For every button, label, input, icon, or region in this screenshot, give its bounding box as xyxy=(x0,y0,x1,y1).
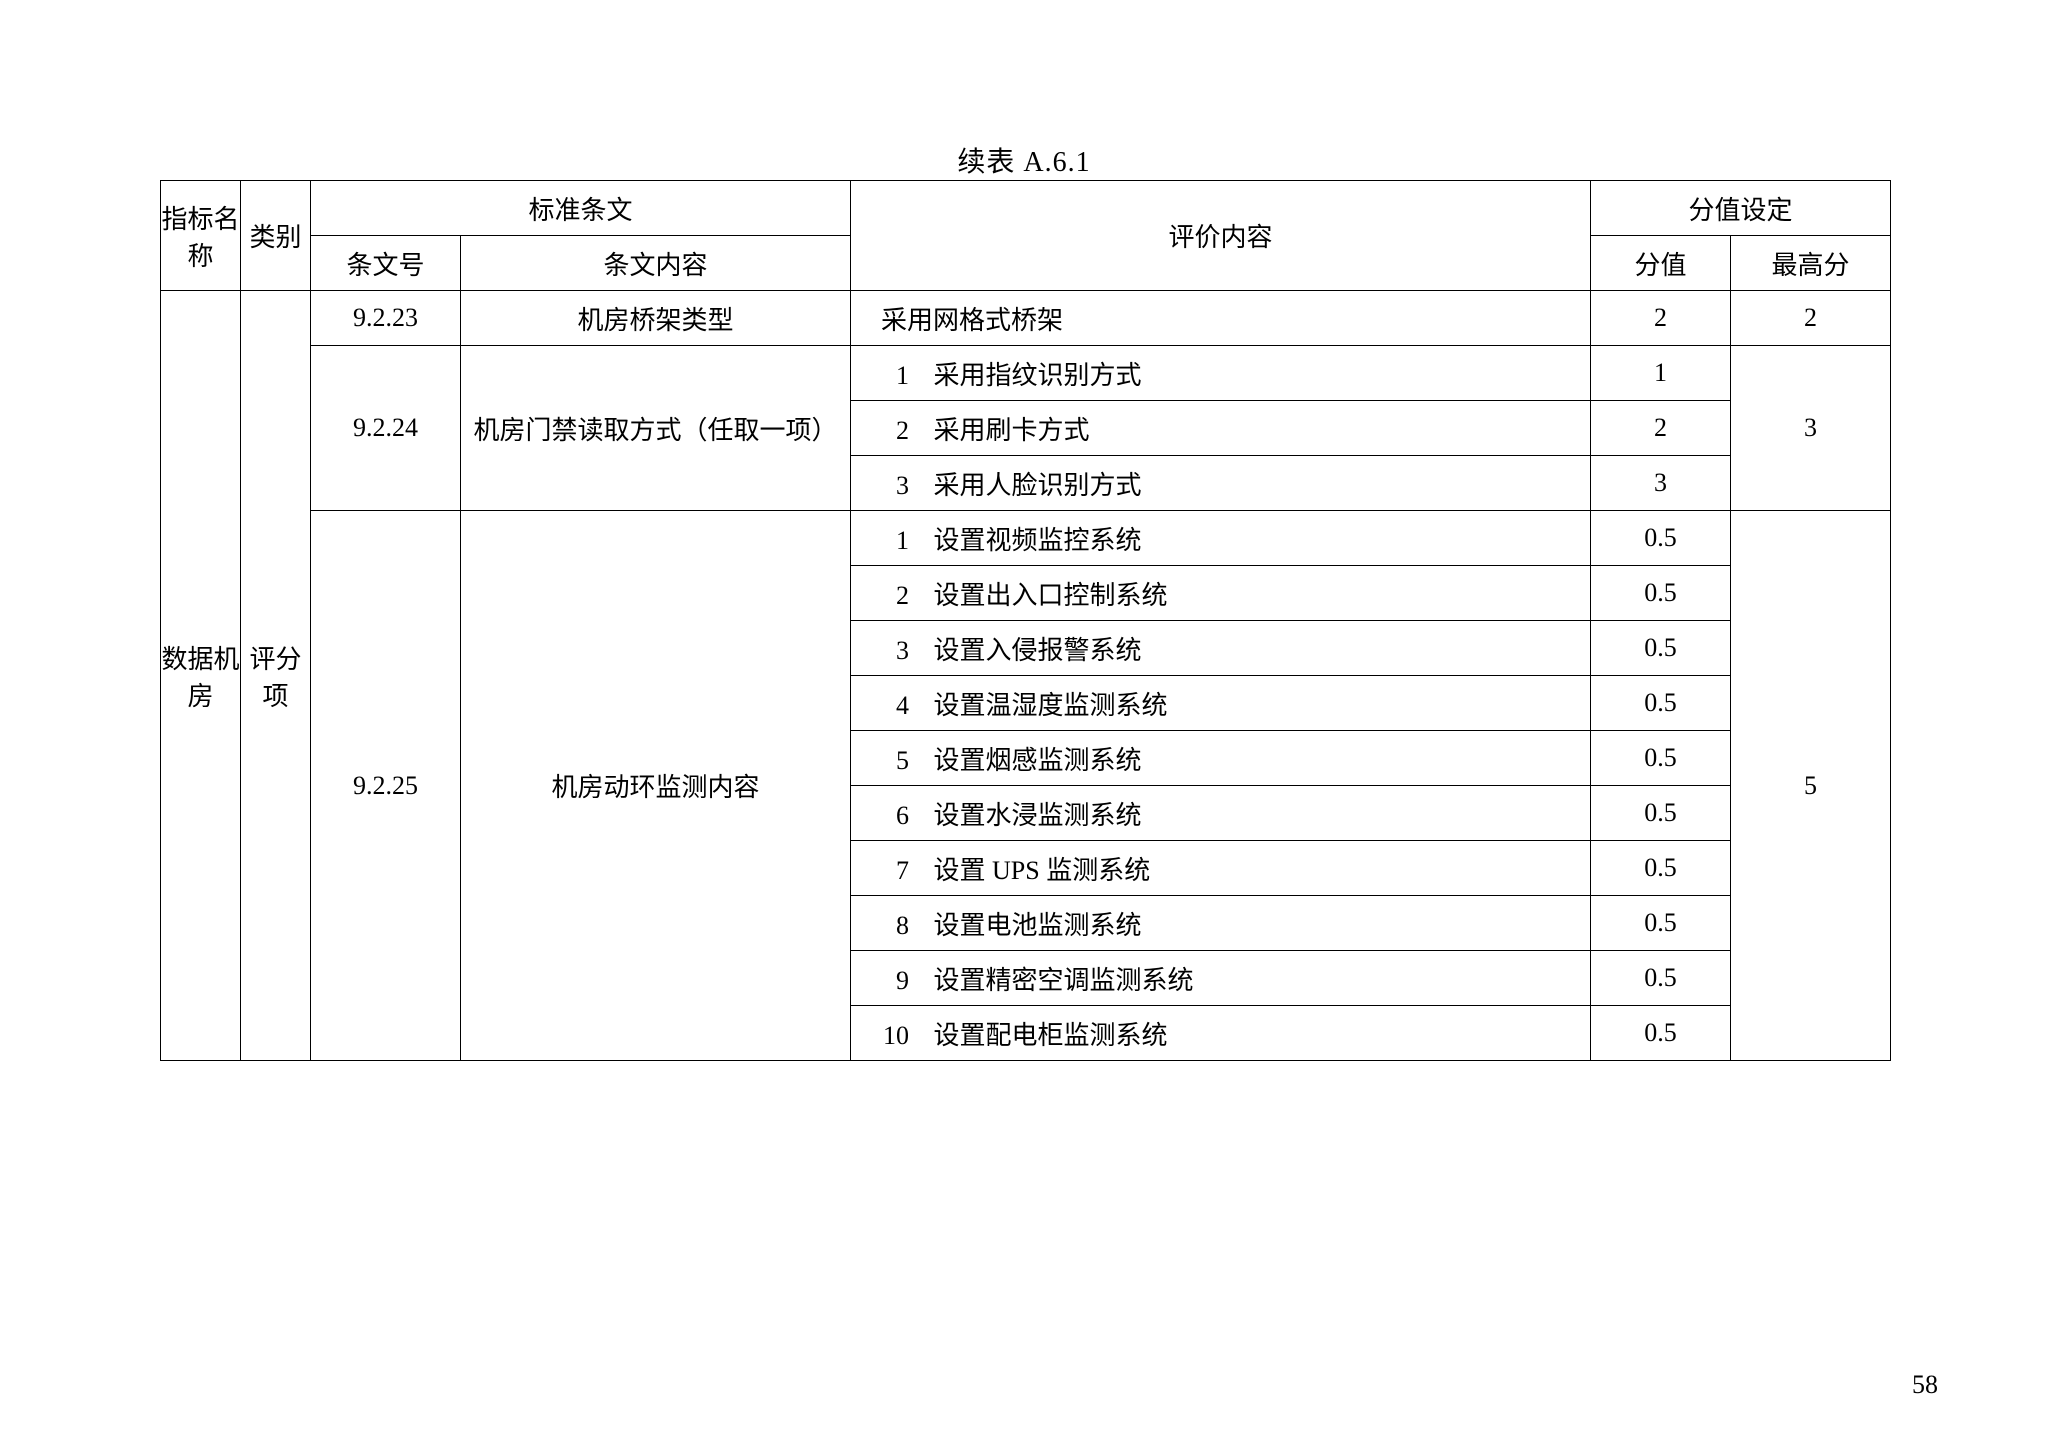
eval-prefix: 2 xyxy=(881,416,909,446)
cell-max-score: 2 xyxy=(1731,291,1891,346)
cell-score: 0.5 xyxy=(1591,511,1731,566)
cell-score: 2 xyxy=(1591,401,1731,456)
cell-max-score: 3 xyxy=(1731,346,1891,511)
eval-text: 设置 UPS 监测系统 xyxy=(934,856,1151,885)
cell-clause-no: 9.2.25 xyxy=(311,511,461,1061)
header-row-1: 指标名称 类别 标准条文 评价内容 分值设定 xyxy=(161,181,1891,236)
cell-score: 0.5 xyxy=(1591,621,1731,676)
cell-eval-content: 3 设置入侵报警系统 xyxy=(851,621,1591,676)
cell-eval-content: 3 采用人脸识别方式 xyxy=(851,456,1591,511)
eval-text: 设置配电柜监测系统 xyxy=(934,1021,1168,1050)
eval-prefix: 1 xyxy=(881,361,909,391)
cell-score: 0.5 xyxy=(1591,896,1731,951)
eval-text: 设置入侵报警系统 xyxy=(934,636,1142,665)
eval-prefix: 7 xyxy=(881,856,909,886)
cell-clause-no: 9.2.24 xyxy=(311,346,461,511)
cell-eval-content: 1 设置视频监控系统 xyxy=(851,511,1591,566)
cell-eval-content: 5 设置烟感监测系统 xyxy=(851,731,1591,786)
page-number: 58 xyxy=(1912,1370,1938,1400)
cell-score: 0.5 xyxy=(1591,676,1731,731)
hdr-score-setting: 分值设定 xyxy=(1591,181,1891,236)
eval-prefix: 4 xyxy=(881,691,909,721)
table-row: 9.2.25 机房动环监测内容 1 设置视频监控系统 0.5 5 xyxy=(161,511,1891,566)
eval-prefix: 9 xyxy=(881,966,909,996)
table-row: 数据机房 评分项 9.2.23 机房桥架类型 采用网格式桥架 2 2 xyxy=(161,291,1891,346)
hdr-max-score: 最高分 xyxy=(1731,236,1891,291)
eval-prefix: 6 xyxy=(881,801,909,831)
hdr-eval-content: 评价内容 xyxy=(851,181,1591,291)
table-row: 9.2.24 机房门禁读取方式（任取一项） 1 采用指纹识别方式 1 3 xyxy=(161,346,1891,401)
hdr-score: 分值 xyxy=(1591,236,1731,291)
eval-text: 采用刷卡方式 xyxy=(934,416,1090,445)
cell-clause-content: 机房桥架类型 xyxy=(461,291,851,346)
cell-score: 0.5 xyxy=(1591,786,1731,841)
cell-eval-content: 1 采用指纹识别方式 xyxy=(851,346,1591,401)
hdr-indicator-name: 指标名称 xyxy=(161,181,241,291)
cell-eval-content: 2 设置出入口控制系统 xyxy=(851,566,1591,621)
eval-text: 采用网格式桥架 xyxy=(881,306,1063,335)
eval-prefix: 2 xyxy=(881,581,909,611)
cell-score: 0.5 xyxy=(1591,841,1731,896)
hdr-clause-no: 条文号 xyxy=(311,236,461,291)
hdr-category: 类别 xyxy=(241,181,311,291)
cell-score: 1 xyxy=(1591,346,1731,401)
cell-max-score: 5 xyxy=(1731,511,1891,1061)
cell-score: 0.5 xyxy=(1591,731,1731,786)
hdr-clause-content: 条文内容 xyxy=(461,236,851,291)
cell-score: 3 xyxy=(1591,456,1731,511)
cell-indicator-name: 数据机房 xyxy=(161,291,241,1061)
cell-eval-content: 7 设置 UPS 监测系统 xyxy=(851,841,1591,896)
eval-prefix: 3 xyxy=(881,471,909,501)
hdr-standard-clauses: 标准条文 xyxy=(311,181,851,236)
evaluation-table: 指标名称 类别 标准条文 评价内容 分值设定 条文号 条文内容 分值 最高分 数… xyxy=(160,180,1891,1061)
eval-prefix: 1 xyxy=(881,526,909,556)
cell-eval-content: 10 设置配电柜监测系统 xyxy=(851,1006,1591,1061)
eval-text: 采用人脸识别方式 xyxy=(934,471,1142,500)
cell-eval-content: 4 设置温湿度监测系统 xyxy=(851,676,1591,731)
cell-clause-content: 机房动环监测内容 xyxy=(461,511,851,1061)
cell-clause-content: 机房门禁读取方式（任取一项） xyxy=(461,346,851,511)
eval-prefix: 10 xyxy=(881,1021,909,1051)
page: 续表 A.6.1 指标名称 类别 标准条文 评价内容 分值设定 条文号 xyxy=(0,0,2048,1448)
cell-category: 评分项 xyxy=(241,291,311,1061)
table-container: 指标名称 类别 标准条文 评价内容 分值设定 条文号 条文内容 分值 最高分 数… xyxy=(160,180,1890,1061)
cell-score: 2 xyxy=(1591,291,1731,346)
eval-text: 设置出入口控制系统 xyxy=(934,581,1168,610)
cell-eval-content: 2 采用刷卡方式 xyxy=(851,401,1591,456)
eval-text: 设置视频监控系统 xyxy=(934,526,1142,555)
eval-text: 设置温湿度监测系统 xyxy=(934,691,1168,720)
cell-eval-content: 8 设置电池监测系统 xyxy=(851,896,1591,951)
cell-score: 0.5 xyxy=(1591,566,1731,621)
eval-text: 设置精密空调监测系统 xyxy=(934,966,1194,995)
eval-text: 设置烟感监测系统 xyxy=(934,746,1142,775)
eval-prefix: 8 xyxy=(881,911,909,941)
cell-eval-content: 采用网格式桥架 xyxy=(851,291,1591,346)
eval-text: 设置水浸监测系统 xyxy=(934,801,1142,830)
cell-score: 0.5 xyxy=(1591,951,1731,1006)
cell-score: 0.5 xyxy=(1591,1006,1731,1061)
table-caption: 续表 A.6.1 xyxy=(0,140,2048,180)
eval-text: 设置电池监测系统 xyxy=(934,911,1142,940)
cell-eval-content: 9 设置精密空调监测系统 xyxy=(851,951,1591,1006)
eval-prefix: 3 xyxy=(881,636,909,666)
eval-prefix: 5 xyxy=(881,746,909,776)
eval-text: 采用指纹识别方式 xyxy=(934,361,1142,390)
cell-clause-no: 9.2.23 xyxy=(311,291,461,346)
cell-eval-content: 6 设置水浸监测系统 xyxy=(851,786,1591,841)
